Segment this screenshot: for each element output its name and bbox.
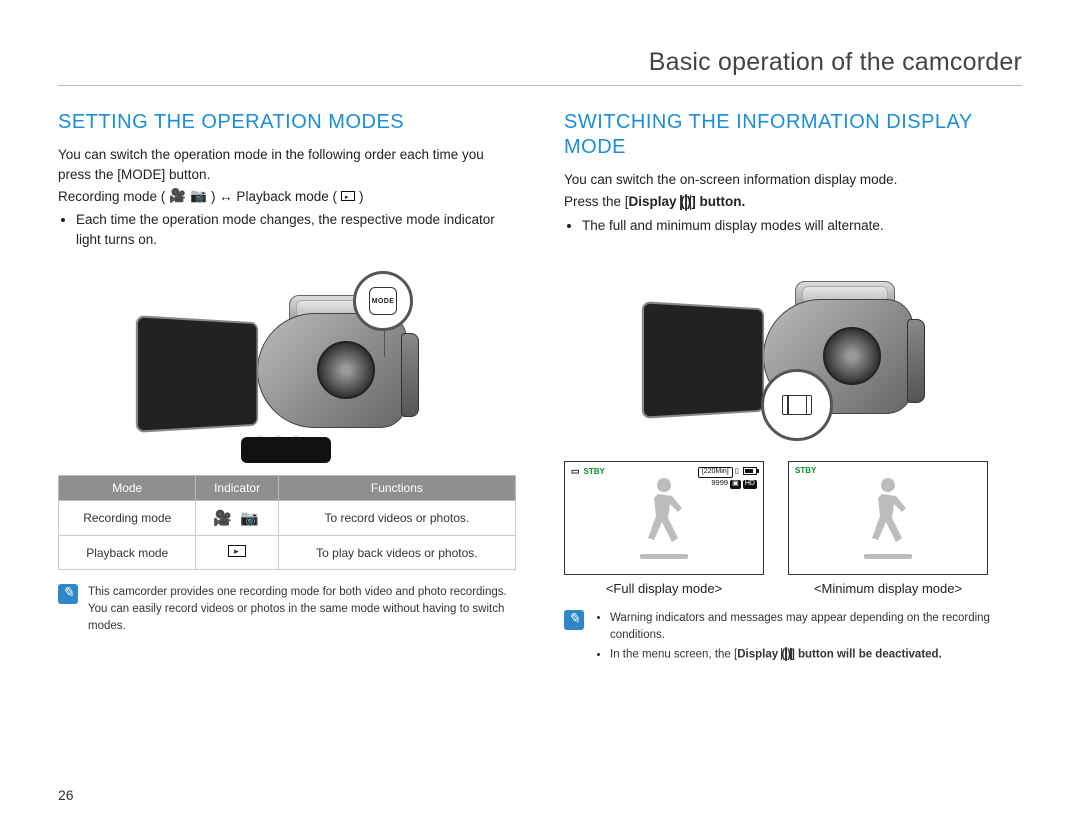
label-full-display: <Full display mode> [564,581,764,596]
page-title: Basic operation of the camcorder [58,48,1022,86]
osd-stby: STBY [584,467,605,476]
table-row: Playback mode ▸ To play back videos or p… [59,536,516,570]
left-bullet-1: Each time the operation mode changes, th… [76,210,516,249]
mode-sequence-line: Recording mode ( 🎥 📷 ) ↔ Playback mode (… [58,188,516,204]
note-icon: ✎ [58,584,78,604]
osd-time: [220Min] [698,467,733,478]
video-icon: 🎥 [213,510,234,527]
press-display-line: Press the [Display ()] button. [564,194,1022,210]
cell-func-playback: To play back videos or photos. [278,536,515,570]
skater-silhouette [858,472,918,564]
osd-stby-min: STBY [795,466,816,475]
page-number: 26 [58,787,74,803]
table-row: Recording mode 🎥 📷 To record videos or p… [59,501,516,536]
display-icon [782,395,812,415]
display-icon [785,647,787,661]
left-column: SETTING THE OPERATION MODES You can swit… [58,110,516,666]
mode-button-callout: MODE [353,271,413,331]
display-mode-thumbs: ▭ STBY [220Min] ▯ 9999 ▣ HD [564,461,1022,596]
thumb-min-display: STBY [788,461,988,575]
th-functions: Functions [278,476,515,501]
th-indicator: Indicator [196,476,278,501]
right-note: ✎ Warning indicators and messages may ap… [564,610,1022,666]
th-mode: Mode [59,476,196,501]
cell-mode-playback: Playback mode [59,536,196,570]
osd-count: 9999 [711,478,728,487]
cell-indicator-recording: 🎥 📷 [196,501,278,536]
cell-indicator-playback: ▸ [196,536,278,570]
skater-silhouette [634,472,694,564]
sd-icon: ▯ [735,466,739,475]
note-icon: ✎ [564,610,584,630]
display-button-callout [761,369,833,441]
heading-operation-modes: SETTING THE OPERATION MODES [58,110,516,135]
right-note-2: In the menu screen, the [Display ()] but… [610,646,1022,663]
text-arrow: ) ↔ Playback mode ( [211,189,337,204]
display-icon [685,194,687,211]
hd-badge: HD [743,480,757,489]
camera-icon: 📷 [240,510,261,527]
right-column: SWITCHING THE INFORMATION DISPLAY MODE Y… [564,110,1022,666]
hd-icon: ▣ [730,480,741,489]
cell-mode-recording: Recording mode [59,501,196,536]
label-min-display: <Minimum display mode> [788,581,988,596]
left-note: ✎ This camcorder provides one recording … [58,584,516,634]
mode-button-label: MODE [369,287,397,315]
camcorder-illustration-left: MODE [137,271,437,461]
text-end: ) [359,189,364,204]
text-recording-mode: Recording mode ( [58,189,165,204]
battery-icon [743,467,757,475]
play-icon: ▸ [228,545,246,557]
rec-card-icon: ▭ [571,466,580,477]
right-note-1: Warning indicators and messages may appe… [610,610,1022,643]
camcorder-illustration-right [643,257,943,447]
video-icon: 🎥 [169,188,186,204]
cell-func-recording: To record videos or photos. [278,501,515,536]
thumb-full-display: ▭ STBY [220Min] ▯ 9999 ▣ HD [564,461,764,575]
heading-display-mode: SWITCHING THE INFORMATION DISPLAY MODE [564,110,1022,160]
left-note-text: This camcorder provides one recording mo… [88,584,516,634]
camera-icon: 📷 [190,188,207,204]
modes-table: Mode Indicator Functions Recording mode … [58,475,516,570]
left-intro: You can switch the operation mode in the… [58,145,516,184]
right-intro: You can switch the on-screen information… [564,170,1022,190]
right-bullet-1: The full and minimum display modes will … [582,216,1022,236]
